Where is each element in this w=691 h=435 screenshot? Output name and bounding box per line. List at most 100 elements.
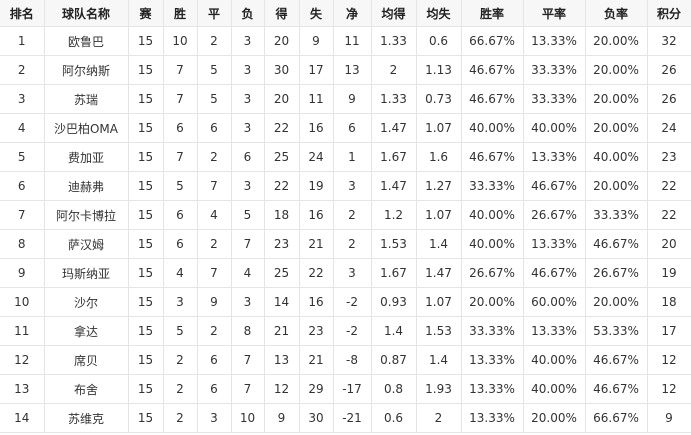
cell-goals-for: 23 <box>263 229 300 259</box>
cell-team-name: 欧鲁巴 <box>43 26 129 56</box>
table-row: 10 沙尔 15 3 9 3 14 16 -2 0.93 1.07 20.00% 60.00% 20.00… <box>0 287 691 317</box>
cell-win-rate: 13.33% <box>460 345 524 375</box>
cell-draws: 6 <box>196 374 232 404</box>
cell-goals-against: 21 <box>298 229 334 259</box>
cell-team-name: 苏瑞 <box>43 84 129 114</box>
cell-losses: 3 <box>230 55 265 85</box>
cell-win-rate: 40.00% <box>460 113 524 143</box>
cell-team-name: 席贝 <box>43 345 129 375</box>
cell-points: 19 <box>646 258 691 288</box>
cell-loss-rate: 46.67% <box>584 374 648 404</box>
cell-avg-goals-for: 1.33 <box>370 84 417 114</box>
cell-avg-goals-for: 1.47 <box>370 171 417 201</box>
cell-avg-goals-for: 1.33 <box>370 26 417 56</box>
cell-loss-rate: 46.67% <box>584 345 648 375</box>
cell-avg-goals-for: 0.6 <box>370 403 417 433</box>
cell-draws: 2 <box>196 26 232 56</box>
table-row: 3 苏瑞 15 7 5 3 20 11 9 1.33 0.73 46.67% 33.33% 20.00% 2… <box>0 84 691 114</box>
cell-rank: 5 <box>0 142 45 172</box>
cell-played: 15 <box>127 171 164 201</box>
cell-draw-rate: 40.00% <box>522 113 586 143</box>
cell-rank: 1 <box>0 26 45 56</box>
cell-points: 23 <box>646 142 691 172</box>
cell-goals-against: 22 <box>298 258 334 288</box>
cell-loss-rate: 33.33% <box>584 200 648 230</box>
cell-draws: 5 <box>196 55 232 85</box>
cell-losses: 6 <box>230 142 265 172</box>
cell-points: 26 <box>646 55 691 85</box>
cell-avg-goals-against: 1.4 <box>415 229 462 259</box>
cell-draws: 2 <box>196 142 232 172</box>
cell-avg-goals-against: 1.07 <box>415 200 462 230</box>
cell-wins: 3 <box>162 287 198 317</box>
column-header-goals-against: 失 <box>298 0 334 27</box>
cell-wins: 6 <box>162 229 198 259</box>
cell-draw-rate: 40.00% <box>522 345 586 375</box>
cell-rank: 8 <box>0 229 45 259</box>
cell-win-rate: 46.67% <box>460 55 524 85</box>
cell-win-rate: 66.67% <box>460 26 524 56</box>
cell-rank: 6 <box>0 171 45 201</box>
cell-avg-goals-against: 2 <box>415 403 462 433</box>
cell-avg-goals-against: 1.47 <box>415 258 462 288</box>
cell-wins: 7 <box>162 84 198 114</box>
column-header-losses: 负 <box>230 0 265 27</box>
cell-goal-diff: -21 <box>332 403 372 433</box>
cell-avg-goals-for: 0.8 <box>370 374 417 404</box>
cell-goal-diff: -8 <box>332 345 372 375</box>
cell-losses: 4 <box>230 258 265 288</box>
cell-losses: 5 <box>230 200 265 230</box>
cell-points: 24 <box>646 113 691 143</box>
cell-avg-goals-against: 1.4 <box>415 345 462 375</box>
cell-team-name: 阿尔纳斯 <box>43 55 129 85</box>
cell-team-name: 阿尔卡博拉 <box>43 200 129 230</box>
cell-goal-diff: 13 <box>332 55 372 85</box>
table-row: 12 席贝 15 2 6 7 13 21 -8 0.87 1.4 13.33% 40.00% 46.67%… <box>0 345 691 375</box>
cell-win-rate: 46.67% <box>460 142 524 172</box>
cell-wins: 6 <box>162 113 198 143</box>
cell-avg-goals-for: 0.87 <box>370 345 417 375</box>
cell-losses: 3 <box>230 113 265 143</box>
column-header-win-rate: 胜率 <box>460 0 524 27</box>
column-header-goals-for: 得 <box>263 0 300 27</box>
column-header-draws: 平 <box>196 0 232 27</box>
cell-goals-against: 16 <box>298 200 334 230</box>
cell-played: 15 <box>127 113 164 143</box>
cell-played: 15 <box>127 200 164 230</box>
column-header-draw-rate: 平率 <box>522 0 586 27</box>
cell-wins: 5 <box>162 171 198 201</box>
cell-losses: 3 <box>230 171 265 201</box>
cell-wins: 7 <box>162 142 198 172</box>
cell-wins: 7 <box>162 55 198 85</box>
cell-rank: 4 <box>0 113 45 143</box>
cell-avg-goals-against: 1.13 <box>415 55 462 85</box>
cell-draw-rate: 46.67% <box>522 258 586 288</box>
table-row: 5 费加亚 15 7 2 6 25 24 1 1.67 1.6 46.67% 13.33% 40.00% 2… <box>0 142 691 172</box>
cell-wins: 2 <box>162 374 198 404</box>
cell-loss-rate: 66.67% <box>584 403 648 433</box>
cell-rank: 3 <box>0 84 45 114</box>
cell-goals-against: 11 <box>298 84 334 114</box>
cell-goals-for: 18 <box>263 200 300 230</box>
column-header-played: 赛 <box>127 0 164 27</box>
table-row: 7 阿尔卡博拉 15 6 4 5 18 16 2 1.2 1.07 40.00% 26.67% 33.33… <box>0 200 691 230</box>
cell-played: 15 <box>127 26 164 56</box>
cell-played: 15 <box>127 316 164 346</box>
cell-loss-rate: 40.00% <box>584 142 648 172</box>
cell-points: 20 <box>646 229 691 259</box>
cell-win-rate: 13.33% <box>460 403 524 433</box>
cell-points: 12 <box>646 345 691 375</box>
cell-draw-rate: 13.33% <box>522 229 586 259</box>
table-row: 13 布舍 15 2 6 7 12 29 -17 0.8 1.93 13.33% 40.00% 46.67… <box>0 374 691 404</box>
cell-goal-diff: 2 <box>332 200 372 230</box>
cell-played: 15 <box>127 403 164 433</box>
cell-win-rate: 46.67% <box>460 84 524 114</box>
cell-win-rate: 33.33% <box>460 171 524 201</box>
cell-goal-diff: 11 <box>332 26 372 56</box>
cell-wins: 10 <box>162 26 198 56</box>
cell-avg-goals-for: 1.67 <box>370 258 417 288</box>
cell-goals-for: 25 <box>263 142 300 172</box>
cell-draw-rate: 13.33% <box>522 316 586 346</box>
column-header-rank: 排名 <box>0 0 45 27</box>
cell-rank: 14 <box>0 403 45 433</box>
